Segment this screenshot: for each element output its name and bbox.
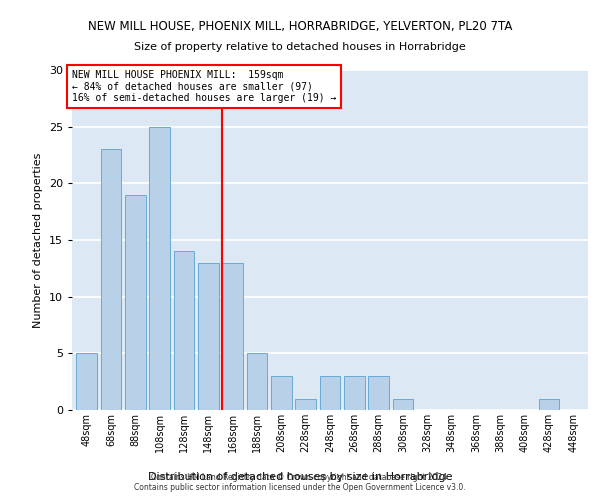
Bar	[344, 376, 365, 410]
Bar	[271, 376, 292, 410]
Text: NEW MILL HOUSE, PHOENIX MILL, HORRABRIDGE, YELVERTON, PL20 7TA: NEW MILL HOUSE, PHOENIX MILL, HORRABRIDG…	[88, 20, 512, 33]
Bar	[173, 252, 194, 410]
Bar	[149, 126, 170, 410]
Bar	[247, 354, 268, 410]
Bar	[392, 398, 413, 410]
Text: Contains HM Land Registry data © Crown copyright and database right 2024.
Contai: Contains HM Land Registry data © Crown c…	[134, 473, 466, 492]
Bar	[125, 194, 146, 410]
Text: Distribution of detached houses by size in Horrabridge: Distribution of detached houses by size …	[148, 472, 452, 482]
Bar	[198, 262, 218, 410]
Text: Size of property relative to detached houses in Horrabridge: Size of property relative to detached ho…	[134, 42, 466, 52]
Bar	[539, 398, 559, 410]
Y-axis label: Number of detached properties: Number of detached properties	[33, 152, 43, 328]
Bar	[295, 398, 316, 410]
Bar	[76, 354, 97, 410]
Bar	[368, 376, 389, 410]
Bar	[222, 262, 243, 410]
Text: NEW MILL HOUSE PHOENIX MILL:  159sqm
← 84% of detached houses are smaller (97)
1: NEW MILL HOUSE PHOENIX MILL: 159sqm ← 84…	[72, 70, 337, 103]
Bar	[320, 376, 340, 410]
Bar	[101, 150, 121, 410]
